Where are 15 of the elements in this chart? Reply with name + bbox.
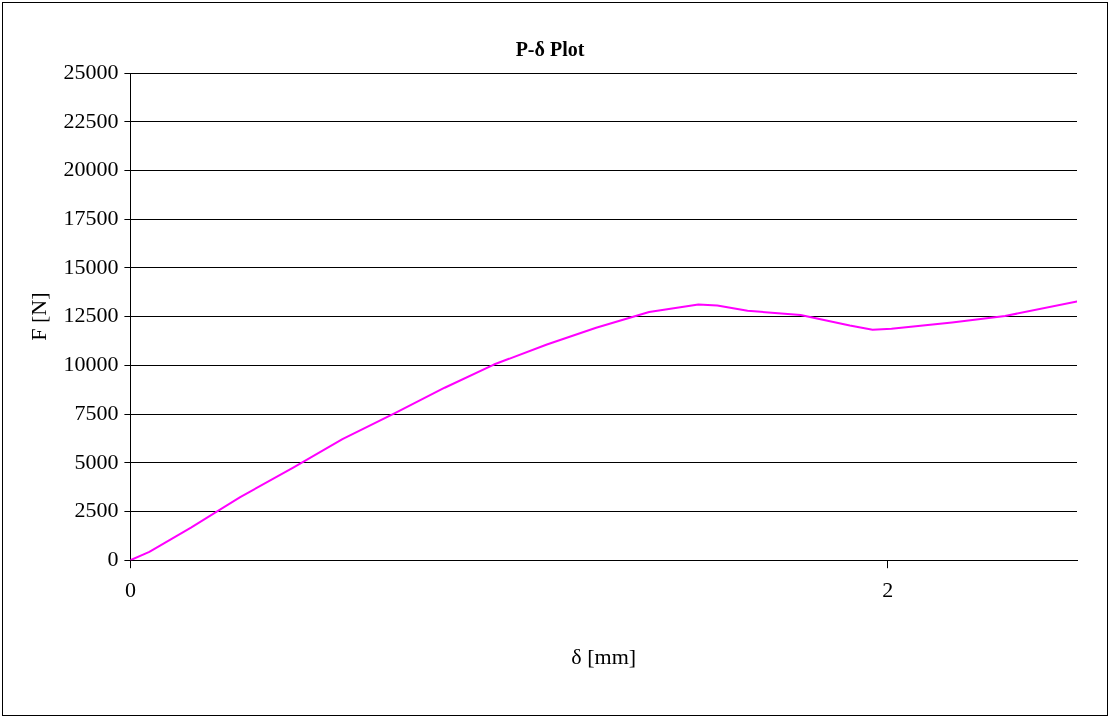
y-tick-label: 25000 bbox=[63, 58, 119, 84]
y-tick-label: 12500 bbox=[63, 302, 119, 328]
y-tick-label: 20000 bbox=[63, 156, 119, 182]
y-axis-title: F [N] bbox=[25, 292, 51, 341]
y-tick-label: 22500 bbox=[63, 107, 119, 133]
y-tick-label: 15000 bbox=[63, 253, 119, 279]
y-tick-label: 5000 bbox=[74, 448, 119, 474]
y-tick-label: 7500 bbox=[74, 399, 119, 425]
y-tick-label: 0 bbox=[107, 545, 119, 571]
y-tick-label: 17500 bbox=[63, 204, 119, 230]
chart-title: P-δ Plot bbox=[515, 38, 585, 61]
x-axis-title: δ [mm] bbox=[571, 643, 637, 669]
y-tick-label: 2500 bbox=[74, 497, 119, 523]
y-tick-label: 10000 bbox=[63, 351, 119, 377]
x-tick-label: 2 bbox=[882, 577, 894, 603]
